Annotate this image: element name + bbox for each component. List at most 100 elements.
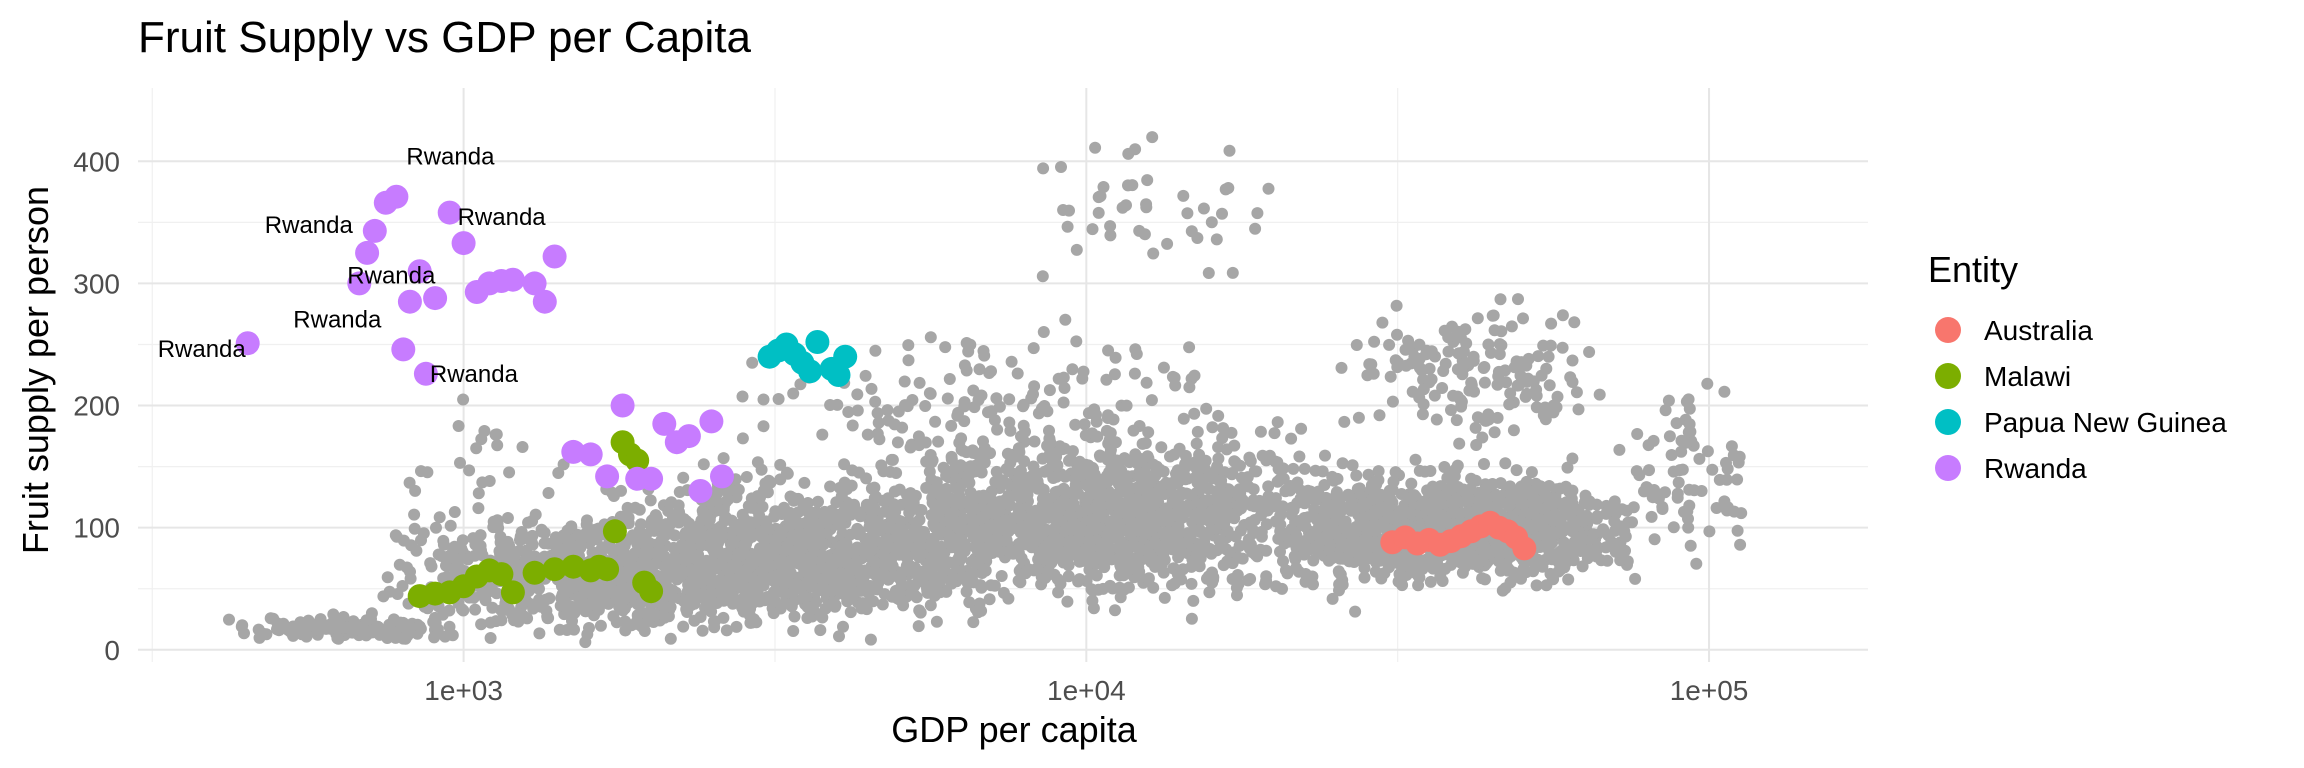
data-point-background — [979, 509, 992, 522]
data-point-background — [1562, 573, 1575, 586]
data-point-background — [1076, 372, 1089, 385]
data-point-background — [972, 606, 984, 619]
data-point-background — [966, 522, 978, 535]
data-point-background — [1659, 404, 1672, 417]
data-point-background — [478, 425, 491, 437]
data-point-background — [802, 515, 815, 528]
data-point-background — [1507, 424, 1520, 437]
data-point-background — [1120, 399, 1133, 412]
data-point-background — [1547, 514, 1559, 527]
data-point-background — [1082, 490, 1095, 503]
data-point-background — [1451, 325, 1464, 338]
data-point-background — [794, 558, 807, 571]
data-point-background — [664, 601, 677, 613]
data-point-background — [1336, 457, 1349, 470]
data-point-background — [1019, 425, 1031, 438]
legend-label: Australia — [1984, 315, 2093, 346]
data-point-background — [1011, 487, 1024, 500]
data-point-background — [1260, 574, 1273, 587]
data-point-background — [1505, 320, 1518, 333]
data-point-background — [273, 624, 285, 637]
data-point-background — [1124, 502, 1137, 515]
data-point-background — [960, 364, 973, 377]
data-point-background — [1049, 486, 1062, 499]
data-point-background — [974, 450, 987, 463]
data-point-rwanda — [391, 337, 416, 362]
data-point-background — [1351, 539, 1364, 552]
data-point-background — [430, 521, 442, 534]
data-point-background — [1404, 507, 1417, 520]
data-point-background — [1177, 412, 1190, 425]
data-point-background — [1676, 463, 1689, 476]
data-point-background — [879, 541, 892, 554]
data-point-background — [975, 581, 988, 594]
data-point-background — [1701, 445, 1714, 458]
data-point-background — [561, 584, 574, 597]
data-point-background — [871, 427, 884, 440]
data-point-background — [1579, 494, 1592, 506]
data-point-background — [491, 439, 504, 452]
data-point-background — [1036, 452, 1049, 465]
data-point-background — [861, 428, 874, 441]
data-point-background — [622, 551, 635, 563]
data-point-background — [893, 521, 906, 534]
data-point-background — [1244, 573, 1257, 585]
data-point-background — [945, 573, 958, 586]
data-point-background — [1036, 270, 1049, 283]
chart-title: Fruit Supply vs GDP per Capita — [138, 13, 752, 62]
data-point-rwanda — [610, 393, 635, 418]
data-point-background — [975, 466, 988, 479]
data-point-background — [968, 401, 981, 414]
data-point-background — [1000, 462, 1013, 475]
data-point-background — [1182, 499, 1195, 512]
data-point-background — [1064, 453, 1077, 466]
data-point-background — [1682, 521, 1695, 534]
data-point-background — [1467, 550, 1480, 563]
data-point-background — [705, 605, 718, 618]
data-point-background — [757, 563, 770, 576]
data-point-background — [475, 618, 488, 631]
data-point-background — [1003, 545, 1016, 558]
data-point-background — [552, 467, 565, 479]
data-point-rwanda — [397, 289, 422, 314]
data-point-background — [1202, 267, 1215, 279]
data-point-background — [833, 575, 846, 588]
data-point-background — [1638, 485, 1650, 498]
data-point-background — [1028, 380, 1041, 393]
data-point-background — [768, 545, 781, 558]
data-point-background — [913, 513, 926, 526]
data-point-background — [1175, 546, 1188, 559]
data-point-background — [752, 554, 765, 567]
x-axis-ticks: 1e+03 1e+04 1e+05 — [424, 675, 1748, 706]
data-point-background — [1690, 557, 1703, 570]
data-point-background — [1601, 554, 1614, 567]
data-point-background — [365, 607, 378, 620]
data-point-rwanda — [542, 244, 567, 269]
data-point-background — [816, 611, 829, 624]
data-point-rwanda — [595, 464, 620, 489]
data-point-background — [890, 467, 903, 479]
data-point-background — [1369, 565, 1382, 578]
data-point-background — [1357, 519, 1370, 532]
data-point-background — [1670, 417, 1683, 430]
point-annotation-label: Rwanda — [158, 336, 247, 363]
data-point-background — [1078, 418, 1091, 431]
legend-swatch — [1935, 317, 1961, 343]
data-point-background — [812, 495, 824, 508]
data-point-background — [1572, 504, 1585, 516]
data-point-background — [467, 532, 480, 545]
data-point-background — [518, 610, 530, 623]
data-point-background — [1479, 573, 1491, 586]
data-point-background — [739, 592, 751, 605]
data-point-background — [1609, 524, 1621, 537]
data-point-background — [798, 476, 811, 489]
data-point-background — [1272, 532, 1285, 545]
data-point-background — [1542, 350, 1555, 363]
data-point-background — [862, 500, 875, 513]
data-point-background — [1285, 432, 1298, 445]
data-point-background — [1130, 348, 1143, 360]
data-point-background — [366, 624, 379, 637]
data-point-background — [1057, 396, 1070, 409]
data-point-background — [1504, 480, 1516, 493]
